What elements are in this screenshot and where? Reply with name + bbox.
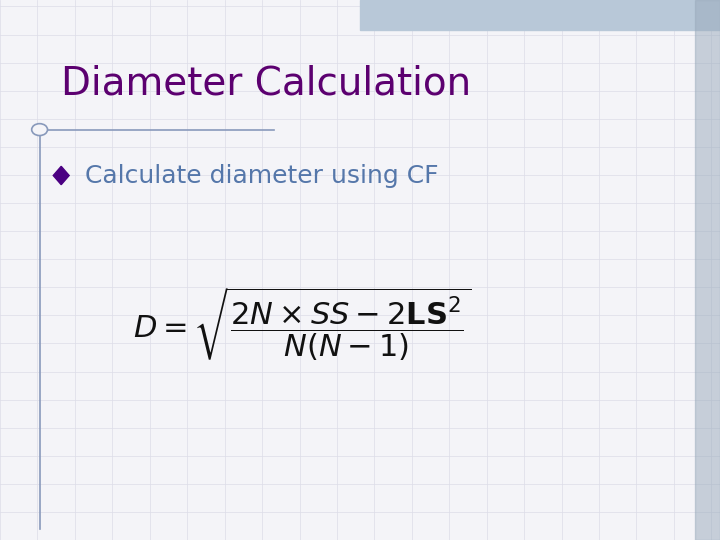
Bar bbox=[360, 0, 720, 30]
Polygon shape bbox=[53, 166, 69, 185]
Circle shape bbox=[32, 124, 48, 136]
Text: $D = \sqrt{\dfrac{2N \times SS - 2\mathbf{LS}^2}{N(N-1)}}$: $D = \sqrt{\dfrac{2N \times SS - 2\mathb… bbox=[133, 285, 472, 363]
Text: Calculate diameter using CF: Calculate diameter using CF bbox=[85, 164, 438, 187]
Bar bbox=[695, 0, 720, 540]
Text: Diameter Calculation: Diameter Calculation bbox=[61, 65, 472, 103]
